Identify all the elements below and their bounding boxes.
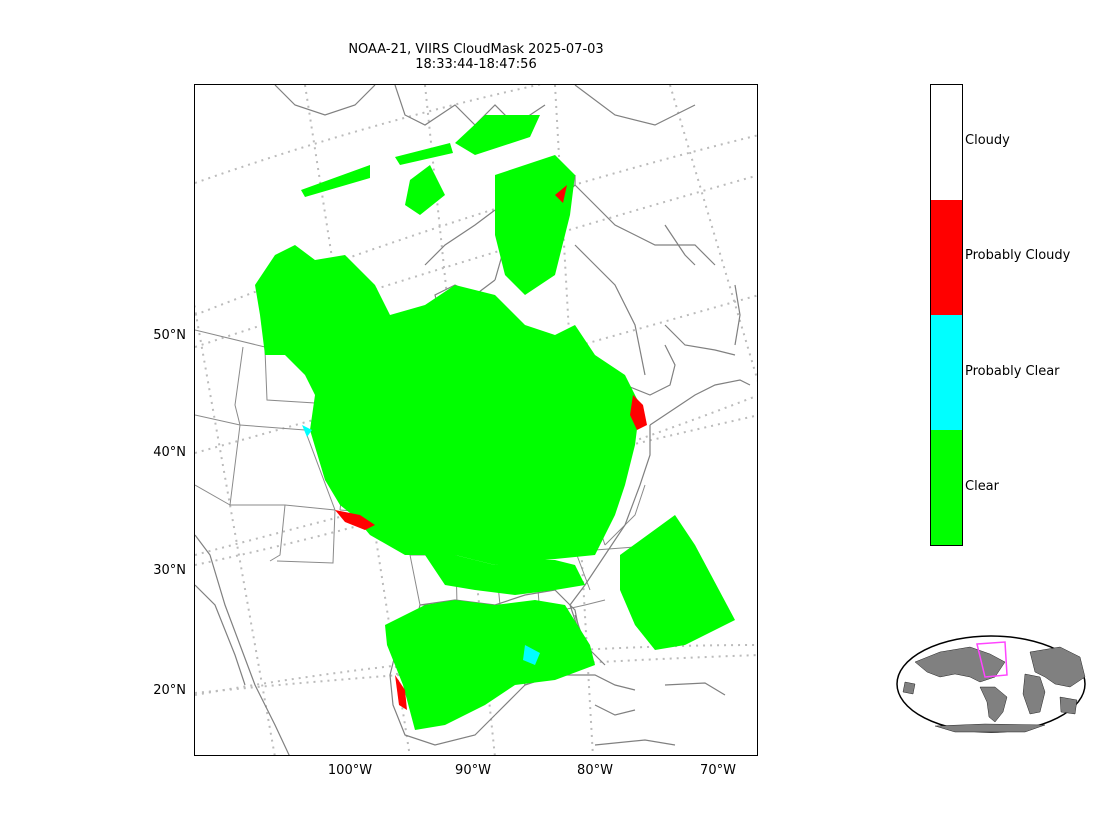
colorbar-segment: [931, 315, 962, 430]
latitude-label: 20°N: [153, 683, 186, 698]
longitude-label: 90°W: [455, 763, 491, 778]
colorbar-segment: [931, 430, 962, 545]
clear-regions: [255, 115, 735, 730]
colorbar-label: Cloudy: [965, 132, 1010, 148]
latitude-label: 30°N: [153, 563, 186, 578]
probably-cloudy-regions: [335, 185, 647, 710]
inset-globe: [896, 635, 1086, 733]
map-title-line1: NOAA-21, VIIRS CloudMask 2025-07-03: [348, 42, 604, 57]
colorbar-label: Clear: [965, 479, 999, 495]
longitude-label: 70°W: [700, 763, 736, 778]
longitude-label: 100°W: [327, 763, 373, 778]
colorbar-segment: [931, 85, 962, 200]
inset-swath-highlight: [976, 641, 1008, 678]
cloudmask-colorbar: [930, 84, 963, 546]
colorbar-label: Probably Cloudy: [965, 248, 1071, 264]
probably-clear-regions: [302, 425, 540, 665]
colorbar-label: Probably Clear: [965, 363, 1060, 379]
map-title-line2: 18:33:44-18:47:56: [415, 57, 537, 72]
colorbar-segment: [931, 200, 962, 315]
main-map[interactable]: [194, 84, 758, 756]
inset-continents: [902, 646, 1086, 733]
longitude-label: 80°W: [577, 763, 613, 778]
latitude-label: 40°N: [153, 445, 186, 460]
latitude-label: 50°N: [153, 328, 186, 343]
main-map-svg: [195, 85, 757, 755]
